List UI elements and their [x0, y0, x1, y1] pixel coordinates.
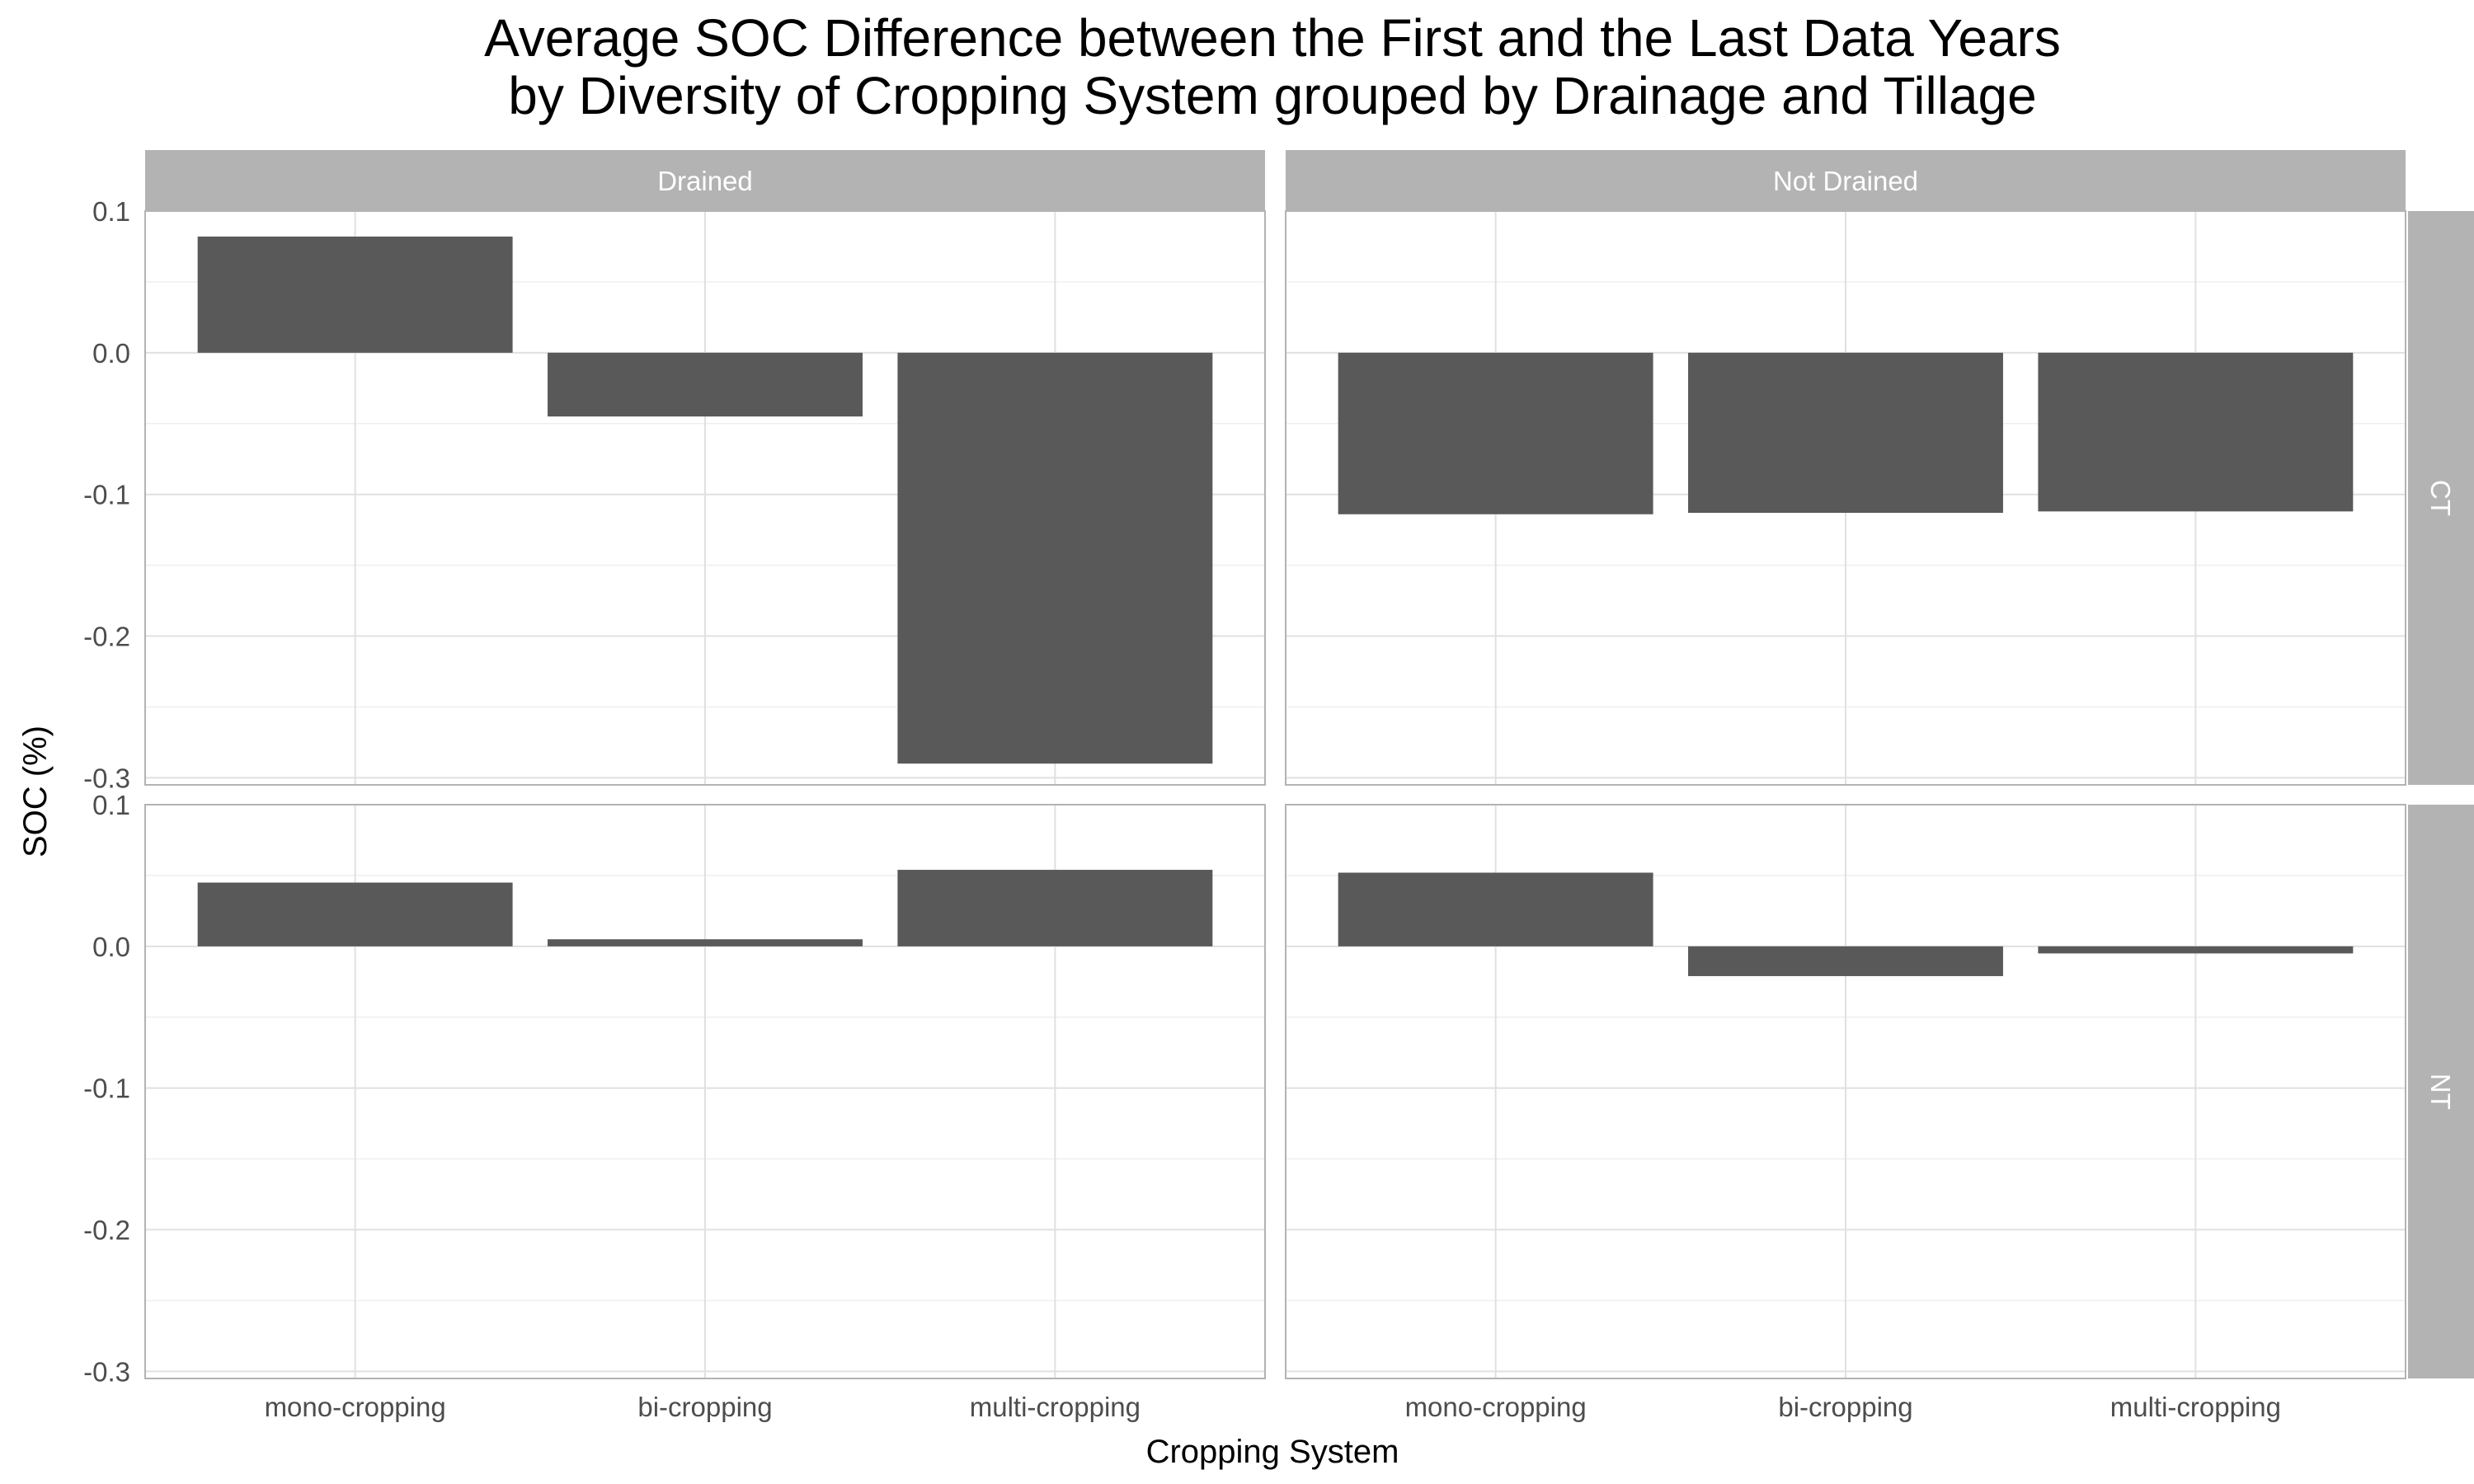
panel-border — [1285, 210, 2406, 786]
bar-multi-cropping — [897, 352, 1213, 764]
bar-multi-cropping — [2038, 352, 2354, 512]
facet-strip-label-ct: CT — [2425, 480, 2456, 516]
facet-strip-ct — [2408, 211, 2474, 785]
y-axis-title: SOC (%) — [17, 726, 54, 857]
facet-strip-nt — [2408, 805, 2474, 1378]
x-tick-label-mono-cropping: mono-cropping — [1405, 1392, 1587, 1422]
bar-bi-cropping — [548, 352, 863, 417]
facet-strip-label-drained: Drained — [657, 166, 753, 196]
panel-drained-ct: 0.1 0.0 -0.1 -0.2 -0.3 — [83, 196, 1266, 793]
y-tick-label: -0.2 — [83, 622, 130, 652]
x-tick-label-mono-cropping: mono-cropping — [265, 1392, 446, 1422]
y-tick-label: 0.1 — [92, 790, 130, 820]
bar-multi-cropping — [2038, 946, 2354, 954]
bar-bi-cropping — [1688, 946, 2003, 976]
y-tick-label: -0.2 — [83, 1215, 130, 1246]
facet-strip-not-drained — [1286, 150, 2406, 211]
y-tick-label: -0.3 — [83, 763, 130, 793]
x-tick-label-bi-cropping: bi-cropping — [1778, 1392, 1912, 1422]
x-tick-label-multi-cropping: multi-cropping — [2110, 1392, 2281, 1422]
x-tick-label-multi-cropping: multi-cropping — [970, 1392, 1141, 1422]
y-tick-label: -0.1 — [83, 1073, 130, 1104]
bar-bi-cropping — [548, 939, 863, 946]
bar-mono-cropping — [1338, 352, 1653, 514]
x-axis-title: Cropping System — [1146, 1434, 1399, 1470]
panel-border — [144, 210, 1266, 786]
y-tick-label: -0.3 — [83, 1356, 130, 1387]
x-tick-label-bi-cropping: bi-cropping — [637, 1392, 772, 1422]
panel-drained-nt: 0.1 0.0 -0.1 -0.2 -0.3 mono-cropping bi-croppi… — [83, 790, 1266, 1422]
y-tick-label: 0.1 — [92, 196, 130, 227]
y-tick-label: 0.0 — [92, 338, 130, 369]
facet-strip-drained — [145, 150, 1265, 211]
panel-not-drained-ct — [1285, 210, 2406, 786]
facet-grid: Drained Not Drained CT NT 0.1 0.0 -0.1 -0.2 -0.3… — [83, 150, 2474, 1422]
chart-title: Average SOC Difference between the First… — [484, 8, 2061, 68]
facet-strip-label-not-drained: Not Drained — [1773, 166, 1918, 196]
y-tick-label: -0.1 — [83, 480, 130, 510]
panel-not-drained-nt: mono-cropping bi-cropping multi-cropping — [1285, 804, 2406, 1422]
facet-strip-label-nt: NT — [2425, 1073, 2456, 1110]
bar-multi-cropping — [897, 870, 1213, 946]
panel-border — [1285, 804, 2406, 1379]
bar-bi-cropping — [1688, 352, 2003, 514]
chart-subtitle: by Diversity of Cropping System grouped … — [508, 66, 2036, 125]
y-tick-label: 0.0 — [92, 932, 130, 962]
panel-border — [144, 804, 1266, 1379]
bar-mono-cropping — [197, 882, 513, 946]
bar-mono-cropping — [1338, 872, 1653, 946]
bar-mono-cropping — [197, 236, 513, 353]
